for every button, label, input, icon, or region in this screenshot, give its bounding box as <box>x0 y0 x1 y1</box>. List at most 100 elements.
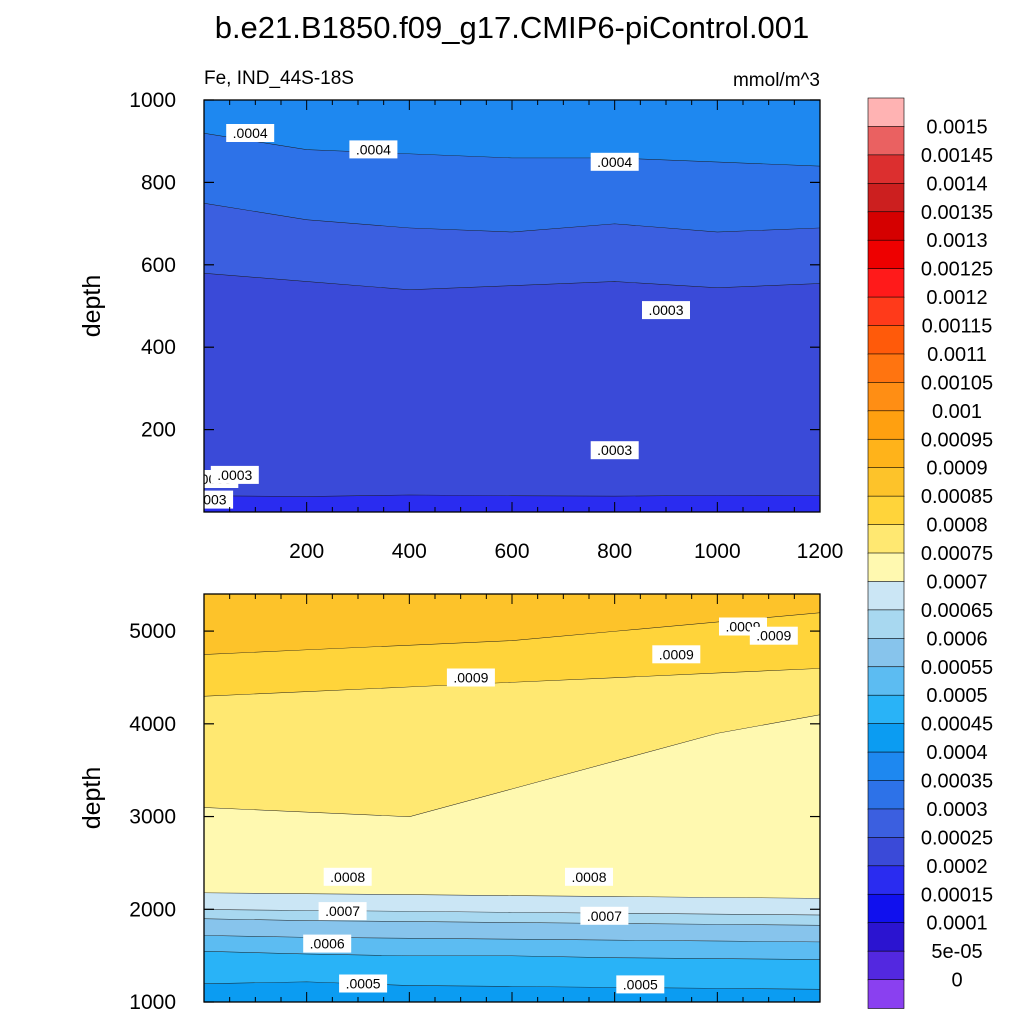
colorbar-swatch <box>867 126 905 156</box>
y-tick-label: 2000 <box>129 898 176 921</box>
contour-label-text: .0007 <box>587 908 622 924</box>
contour-label: .0009 <box>652 645 701 664</box>
colorbar-label: 0.00125 <box>921 259 993 281</box>
contour-label: .0008 <box>565 867 613 886</box>
colorbar-label: 0.0006 <box>926 628 987 650</box>
contour-label-text: .0006 <box>310 936 345 952</box>
colorbar-label: 5e-05 <box>931 941 982 963</box>
contour-band <box>204 203 820 290</box>
colorbar-label: 0 <box>951 970 962 992</box>
contour-label: .0005 <box>339 974 388 993</box>
contour-label: .0007 <box>580 906 629 925</box>
colorbar-label: 0.00065 <box>921 600 993 622</box>
colorbar-label: 0.0012 <box>926 287 987 309</box>
colorbar-swatch <box>867 979 905 1009</box>
y-tick-label: 4000 <box>129 713 176 736</box>
colorbar-label: 0.00025 <box>921 827 993 849</box>
chart-title: b.e21.B1850.f09_g17.CMIP6-piControl.001 <box>215 10 810 45</box>
contour-label-box <box>652 645 701 664</box>
colorbar-label: 0.00105 <box>921 372 993 394</box>
colorbar-label: 0.00145 <box>921 145 993 167</box>
x-tick-label: 800 <box>597 540 632 563</box>
x-tick-label: 200 <box>289 540 324 563</box>
colorbar-label: 0.0014 <box>926 173 987 195</box>
colorbar-swatch <box>867 552 905 583</box>
contour-label-text: .0003 <box>217 467 252 483</box>
colorbar-label: 0.0015 <box>926 116 987 138</box>
y-tick-label: 400 <box>141 336 176 359</box>
colorbar-label: 0.0001 <box>926 913 987 935</box>
colorbar-label: 0.00035 <box>921 771 993 793</box>
contour-label-box <box>318 902 367 921</box>
contour-band <box>204 714 820 899</box>
colorbar-swatch <box>867 837 905 867</box>
colorbar-swatch <box>867 382 905 412</box>
contour-label-box <box>349 140 398 159</box>
contour-band <box>204 918 820 942</box>
colorbar-swatch <box>867 865 905 896</box>
contour-label: .0004 <box>590 152 639 171</box>
x-tick-label: 400 <box>392 540 427 563</box>
y-tick-label: 200 <box>141 419 176 442</box>
contour-label-box <box>323 867 372 886</box>
colorbar-swatch <box>867 325 905 355</box>
contour-label-box <box>210 465 259 484</box>
contour-label-text: .0003 <box>597 442 632 458</box>
contour-label-text: .0009 <box>453 670 488 686</box>
contour-label-box <box>749 626 798 645</box>
colorbar-label: 0.0003 <box>926 799 987 821</box>
y-tick-label: 3000 <box>129 806 176 829</box>
colorbar-label: 0.001 <box>932 401 982 423</box>
contour-label: .0009 <box>446 668 495 687</box>
colorbar-label: 0.0008 <box>926 515 987 537</box>
colorbar: 0.0015 0.00145 0.0014 0.00135 0.0013 0.00125 0… <box>867 97 993 1009</box>
contour-label-box <box>580 906 629 925</box>
y-tick-label: 1000 <box>129 89 176 112</box>
lower-panel: .0005 .0005 .0006 .0007 .0007 .0008 .0008 .0009… <box>78 593 821 1014</box>
lower-x-ticks <box>203 594 821 1002</box>
contour-label-box <box>590 152 639 171</box>
contour-label-box <box>616 975 665 994</box>
colorbar-label: 0.00115 <box>922 316 993 338</box>
contour-label-box <box>565 867 613 886</box>
colorbar-swatch <box>867 239 905 270</box>
contour-label: .0008 <box>323 867 372 886</box>
colorbar-swatch <box>867 183 905 213</box>
contour-label-box <box>303 934 352 953</box>
contour-label-text: .0004 <box>356 141 391 157</box>
colorbar-swatch <box>867 666 905 696</box>
x-tick-label: 600 <box>494 540 529 563</box>
colorbar-swatch <box>867 922 905 952</box>
x-tick-label: 1000 <box>694 540 741 563</box>
colorbar-swatch <box>867 268 905 298</box>
colorbar-label: 0.00085 <box>921 486 993 508</box>
colorbar-swatch <box>867 97 905 128</box>
colorbar-swatch <box>867 893 905 924</box>
colorbar-label: 0.0005 <box>926 685 987 707</box>
upper-y-ticks: 200 400 600 800 1000 <box>129 89 820 442</box>
contour-band <box>204 594 820 655</box>
colorbar-label: 0.00045 <box>921 714 993 736</box>
contour-label: .0009 <box>749 626 798 645</box>
upper-x-ticks: 200 400 600 800 1000 1200 <box>203 100 843 563</box>
colorbar-swatch <box>867 694 905 725</box>
contour-label: .0003 <box>642 301 690 320</box>
contour-label-text: .0004 <box>233 125 268 141</box>
colorbar-swatch <box>867 609 905 640</box>
contour-label-box <box>226 124 275 142</box>
contour-label-text: .0004 <box>597 154 632 170</box>
y-tick-label: 600 <box>141 254 176 277</box>
colorbar-swatch <box>867 154 905 185</box>
contour-label-text: .0005 <box>623 976 658 992</box>
contour-label: .0003 <box>590 441 639 460</box>
colorbar-swatch <box>867 353 905 384</box>
upper-panel: .0003.0003.0003.0003.0003.0004.0004.0004… <box>78 89 843 563</box>
contour-label-box <box>446 668 495 687</box>
colorbar-swatch <box>867 751 905 782</box>
lower-ylabel: depth <box>78 767 106 830</box>
upper-contour-labels: .0003.0003.0003.0003.0003.0004.0004.0004 <box>204 124 690 509</box>
contour-label-text: .0007 <box>325 903 360 919</box>
upper-bands <box>204 100 820 512</box>
colorbar-label: 0.00055 <box>921 657 993 679</box>
colorbar-label: 0.0002 <box>926 856 987 878</box>
